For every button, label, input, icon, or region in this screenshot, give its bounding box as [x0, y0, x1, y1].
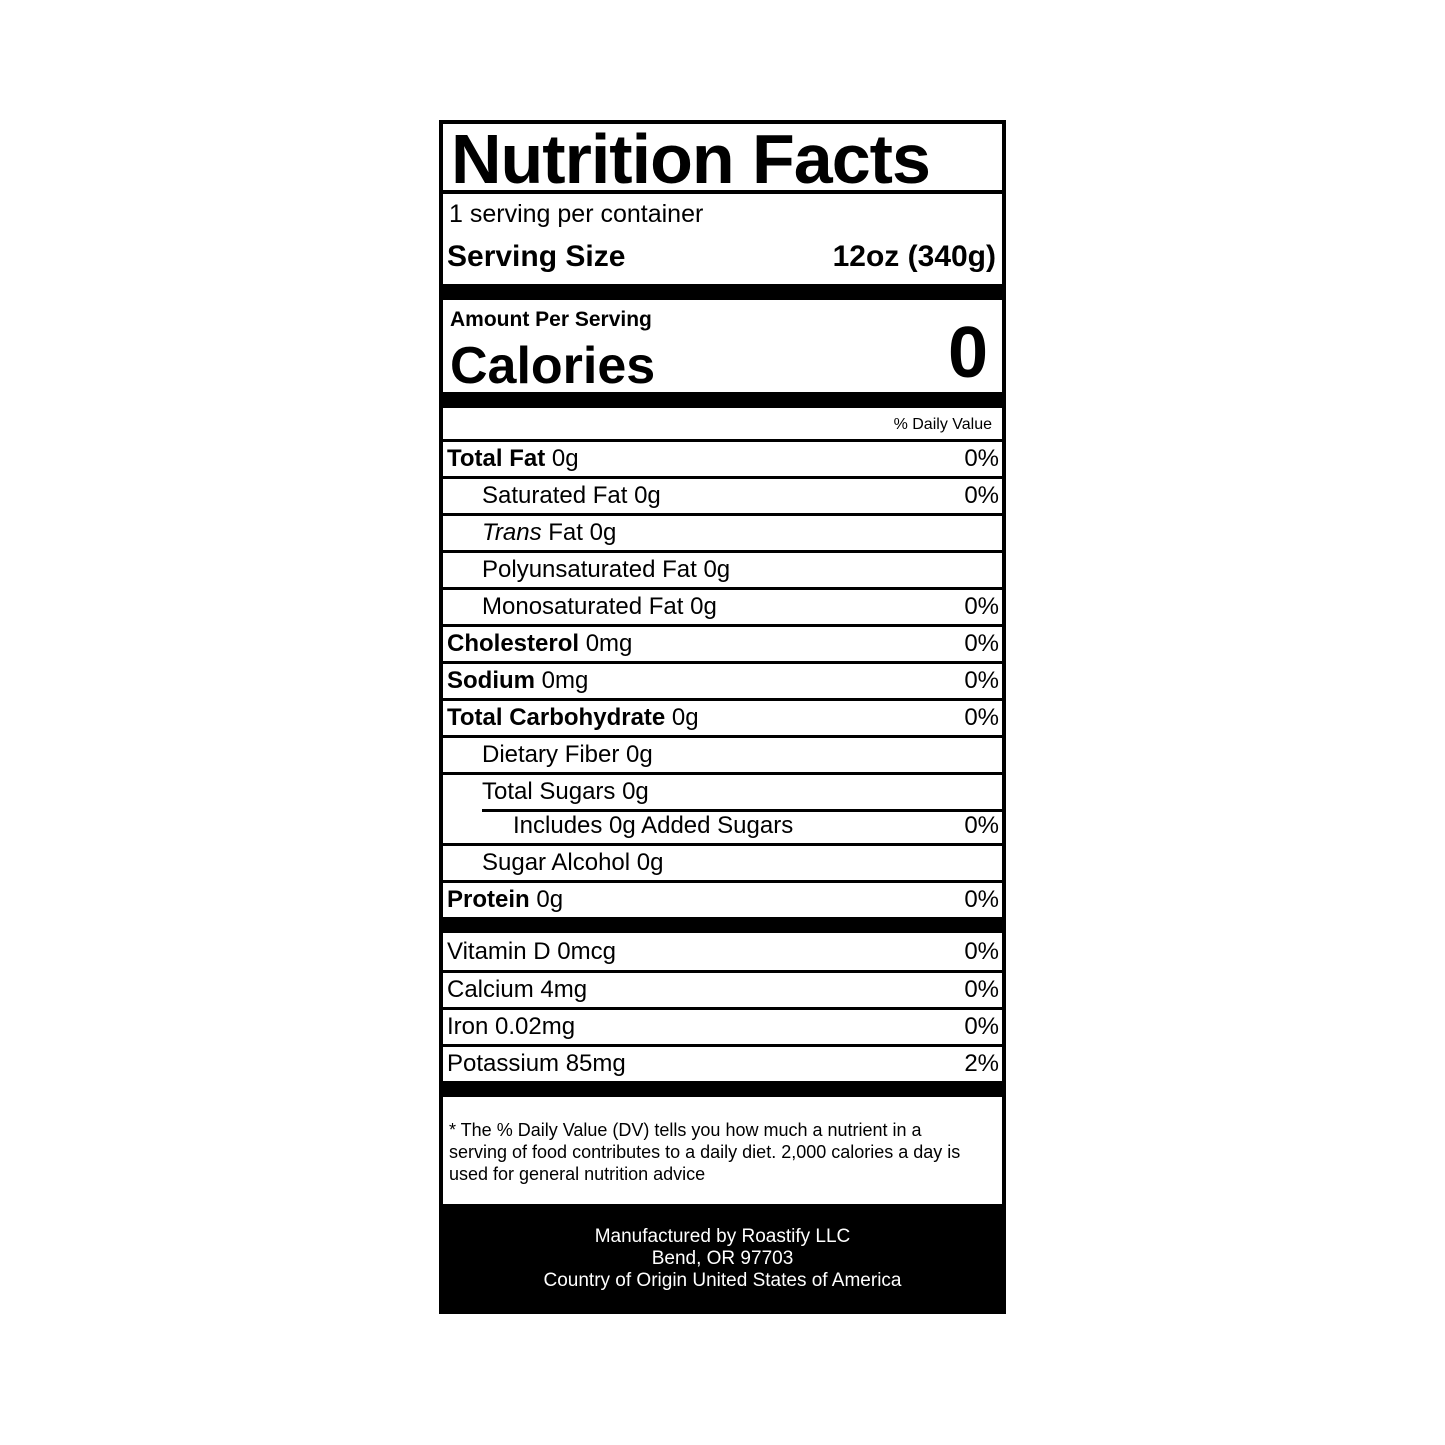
nutrient-label: Total Sugars 0g — [482, 778, 649, 805]
nutrient-label: Dietary Fiber 0g — [482, 741, 653, 768]
calories-label: Calories — [450, 337, 656, 395]
nutrient-dv: 0% — [964, 886, 999, 913]
nutrient-dv: 0% — [964, 445, 999, 472]
manufacturer-address: Bend, OR 97703 — [651, 1248, 794, 1269]
nutrient-amount: 0g — [671, 704, 699, 731]
nutrient-row-monosaturated-fat: Monosaturated Fat 0g 0% — [443, 587, 1002, 624]
nutrient-row-dietary-fiber: Dietary Fiber 0g — [443, 735, 1002, 772]
nutrient-label: Saturated Fat 0g — [482, 482, 661, 509]
vitamin-label: Iron 0.02mg — [447, 1013, 576, 1040]
nutrient-label: Includes 0g Added Sugars — [513, 812, 794, 839]
vitamin-dv: 0% — [964, 937, 999, 965]
nutrient-row-added-sugars: Includes 0g Added Sugars 0% — [443, 809, 1002, 843]
nutrient-row-polyunsaturated-fat: Polyunsaturated Fat 0g — [443, 550, 1002, 587]
nutrient-dv: 0% — [964, 667, 999, 694]
nutrient-label-italic: Trans — [482, 519, 542, 546]
nutrient-amount: 0g — [536, 886, 564, 913]
nutrient-label: Sodium — [447, 667, 535, 694]
amount-per-serving: Amount Per Serving — [450, 308, 652, 331]
daily-value-header: % Daily Value — [893, 416, 992, 433]
nutrient-amount: 0mg — [585, 630, 633, 657]
vitamin-dv: 2% — [964, 1050, 999, 1077]
nutrient-label: Total Carbohydrate — [447, 704, 666, 731]
nutrient-row-trans-fat: Trans Fat 0g — [443, 513, 1002, 550]
vitamin-row-potassium: Potassium 85mg 2% — [443, 1044, 1002, 1081]
nutrient-row-saturated-fat: Saturated Fat 0g 0% — [443, 476, 1002, 513]
serving-section: 1 serving per container Serving Size 12o… — [443, 194, 1002, 284]
nutrient-dv: 0% — [964, 630, 999, 657]
nutrient-label: Cholesterol — [447, 630, 580, 657]
nutrient-label: Total Fat — [447, 445, 546, 472]
thick-divider — [443, 917, 1002, 933]
nutrient-row-sugar-alcohol: Sugar Alcohol 0g — [443, 843, 1002, 880]
nutrient-dv: 0% — [964, 812, 999, 839]
nutrient-amount: 0g — [551, 445, 579, 472]
nutrient-row-cholesterol: Cholesterol 0mg 0% — [443, 624, 1002, 661]
nutrient-dv: 0% — [964, 704, 999, 731]
nutrient-row-sodium: Sodium 0mg 0% — [443, 661, 1002, 698]
country-of-origin: Country of Origin United States of Ameri… — [543, 1270, 902, 1291]
nutrient-row-protein: Protein 0g 0% — [443, 880, 1002, 917]
nutrient-label: Polyunsaturated Fat 0g — [482, 556, 731, 583]
label-title: Nutrition Facts — [451, 124, 931, 190]
vitamin-label: Vitamin D 0mcg — [447, 937, 616, 965]
nutrient-label: Protein — [447, 886, 530, 913]
nutrient-row-total-fat: Total Fat 0g 0% — [443, 439, 1002, 476]
nutrient-dv: 0% — [964, 593, 999, 620]
divider — [443, 190, 1002, 194]
daily-value-footnote: * The % Daily Value (DV) tells you how m… — [449, 1120, 961, 1184]
vitamin-dv: 0% — [964, 1013, 999, 1040]
thick-divider — [443, 1081, 1002, 1097]
nutrient-label: Monosaturated Fat 0g — [482, 593, 717, 620]
nutrient-label: Sugar Alcohol 0g — [482, 849, 664, 876]
nutrient-row-total-sugars: Total Sugars 0g — [443, 772, 1002, 809]
vitamin-row-iron: Iron 0.02mg 0% — [443, 1007, 1002, 1044]
serving-size-value: 12oz (340g) — [832, 240, 996, 273]
manufacturer-info: Manufactured by Roastify LLC Bend, OR 97… — [443, 1204, 1002, 1310]
vitamin-label: Calcium 4mg — [447, 976, 588, 1003]
nutrient-amount: 0mg — [541, 667, 589, 694]
vitamin-label: Potassium 85mg — [447, 1050, 626, 1077]
vitamin-dv: 0% — [964, 976, 999, 1003]
nutrient-dv: 0% — [964, 482, 999, 509]
calories-section: Amount Per Serving Calories 0 — [443, 300, 1002, 395]
thick-divider — [443, 392, 1002, 408]
nutrient-row-total-carbohydrate: Total Carbohydrate 0g 0% — [443, 698, 1002, 735]
vitamin-row-vitamin-d: Vitamin D 0mcg 0% — [443, 933, 1002, 970]
servings-per-container: 1 serving per container — [449, 200, 704, 228]
nutrition-facts-label: Nutrition Facts 1 serving per container … — [439, 120, 1006, 1314]
serving-size: Serving Size 12oz (340g) — [447, 240, 996, 274]
serving-size-label: Serving Size — [447, 240, 626, 273]
manufacturer-name: Manufactured by Roastify LLC — [594, 1226, 851, 1247]
nutrient-label: Fat 0g — [541, 519, 617, 546]
calories-value: 0 — [947, 313, 988, 393]
vitamin-row-calcium: Calcium 4mg 0% — [443, 970, 1002, 1007]
thick-divider — [443, 284, 1002, 300]
